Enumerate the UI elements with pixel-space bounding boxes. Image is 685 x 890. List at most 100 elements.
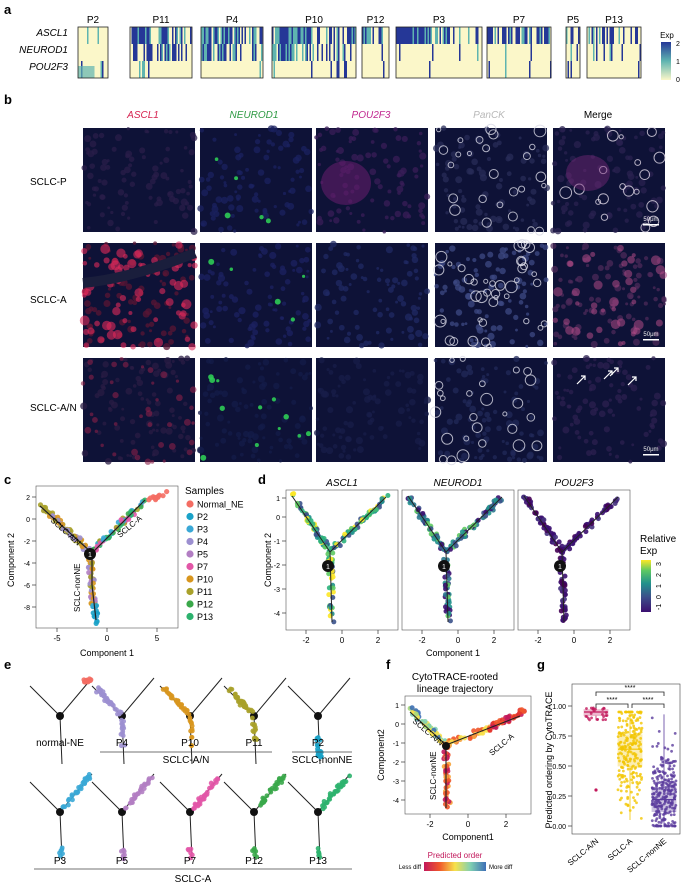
if-texture — [408, 416, 412, 420]
if-texture — [266, 404, 272, 410]
g-point — [618, 759, 621, 763]
if-texture — [606, 212, 613, 218]
if-signal — [92, 417, 98, 423]
if-texture — [409, 398, 416, 406]
if-signal — [189, 386, 197, 393]
d-point — [612, 501, 618, 507]
d-point — [490, 504, 496, 510]
g-point — [661, 760, 665, 764]
if-signal — [112, 452, 117, 457]
if-texture — [452, 196, 458, 202]
heatmap-stripe — [259, 61, 261, 78]
if-texture — [274, 243, 282, 250]
e-point — [347, 773, 353, 779]
heatmap-stripe — [213, 27, 215, 44]
d-gene-title: NEUROD1 — [434, 478, 483, 489]
if-texture — [378, 342, 385, 349]
e-point — [122, 742, 128, 748]
heatmap-stripe — [279, 44, 281, 61]
c-ylabel: Component 2 — [6, 533, 16, 587]
g-point — [668, 764, 672, 768]
if-texture — [502, 450, 507, 456]
if-texture — [638, 179, 646, 187]
if-texture — [355, 258, 360, 263]
if-signal — [175, 241, 183, 249]
d-point — [385, 493, 391, 499]
if-texture — [253, 192, 259, 197]
g-point — [670, 777, 673, 781]
if-texture — [377, 311, 383, 318]
if-texture — [286, 143, 291, 148]
if-texture — [526, 452, 534, 460]
if-texture — [305, 372, 309, 376]
g-point — [637, 726, 641, 730]
if-texture — [200, 322, 207, 329]
if-texture — [329, 329, 333, 333]
if-texture — [595, 297, 602, 303]
if-texture — [537, 429, 544, 437]
if-texture — [554, 131, 560, 136]
legend-label: P3 — [197, 525, 208, 535]
g-ylabel: Predicted ordering by CytoTRACE — [544, 691, 554, 828]
if-membrane — [455, 151, 462, 158]
if-texture — [491, 274, 498, 281]
heatmap-stripe — [285, 44, 287, 61]
trajectory-point — [152, 497, 159, 503]
if-texture — [241, 175, 246, 180]
if-texture — [625, 313, 632, 320]
if-signal — [111, 361, 117, 368]
if-texture — [257, 375, 265, 383]
if-texture — [332, 444, 338, 449]
if-texture — [540, 158, 547, 165]
d-point — [572, 538, 578, 544]
if-texture — [374, 178, 381, 185]
e-point — [315, 746, 320, 752]
if-texture — [503, 390, 507, 394]
if-texture — [326, 368, 330, 372]
if-texture — [565, 172, 572, 179]
if-texture — [212, 202, 217, 208]
heatmap-stripe — [278, 44, 280, 61]
g-point — [616, 788, 620, 792]
if-texture — [338, 435, 343, 440]
if-texture — [263, 154, 270, 161]
if-texture — [296, 266, 303, 274]
if-texture — [227, 420, 231, 424]
g-point — [670, 823, 673, 826]
if-membrane — [640, 222, 651, 233]
e-point — [189, 726, 195, 732]
g-point — [623, 744, 627, 748]
if-texture — [604, 126, 608, 131]
heatmap-stripe — [202, 27, 204, 44]
if-texture — [353, 448, 357, 452]
c-ytick-label: -6 — [24, 583, 30, 590]
if-texture — [475, 208, 483, 216]
if-texture — [318, 357, 325, 364]
g-point — [604, 718, 607, 721]
d-xtick-label: -2 — [302, 636, 310, 645]
if-texture — [490, 215, 497, 223]
d-point — [558, 608, 564, 614]
g-point — [669, 813, 673, 817]
if-texture — [129, 181, 136, 187]
if-signal — [144, 458, 152, 465]
if-signal — [112, 307, 121, 316]
if-membrane — [478, 380, 486, 388]
heatmap-stripe — [252, 27, 254, 44]
heatmap-cell-bg — [487, 61, 551, 78]
heatmap-stripe — [272, 27, 274, 44]
if-texture — [484, 329, 488, 333]
heatmap-stripe — [151, 44, 153, 61]
g-point — [624, 802, 628, 806]
if-texture — [561, 135, 566, 140]
heatmap-stripe — [381, 44, 383, 61]
heatmap-stripe — [282, 44, 284, 61]
f-point — [494, 720, 500, 726]
if-texture — [408, 333, 415, 341]
e-point — [132, 795, 138, 801]
if-texture — [606, 446, 612, 452]
g-point — [624, 719, 628, 723]
heatmap-stripe — [488, 61, 490, 78]
if-texture — [294, 423, 301, 430]
heatmap-stripe — [567, 61, 569, 78]
